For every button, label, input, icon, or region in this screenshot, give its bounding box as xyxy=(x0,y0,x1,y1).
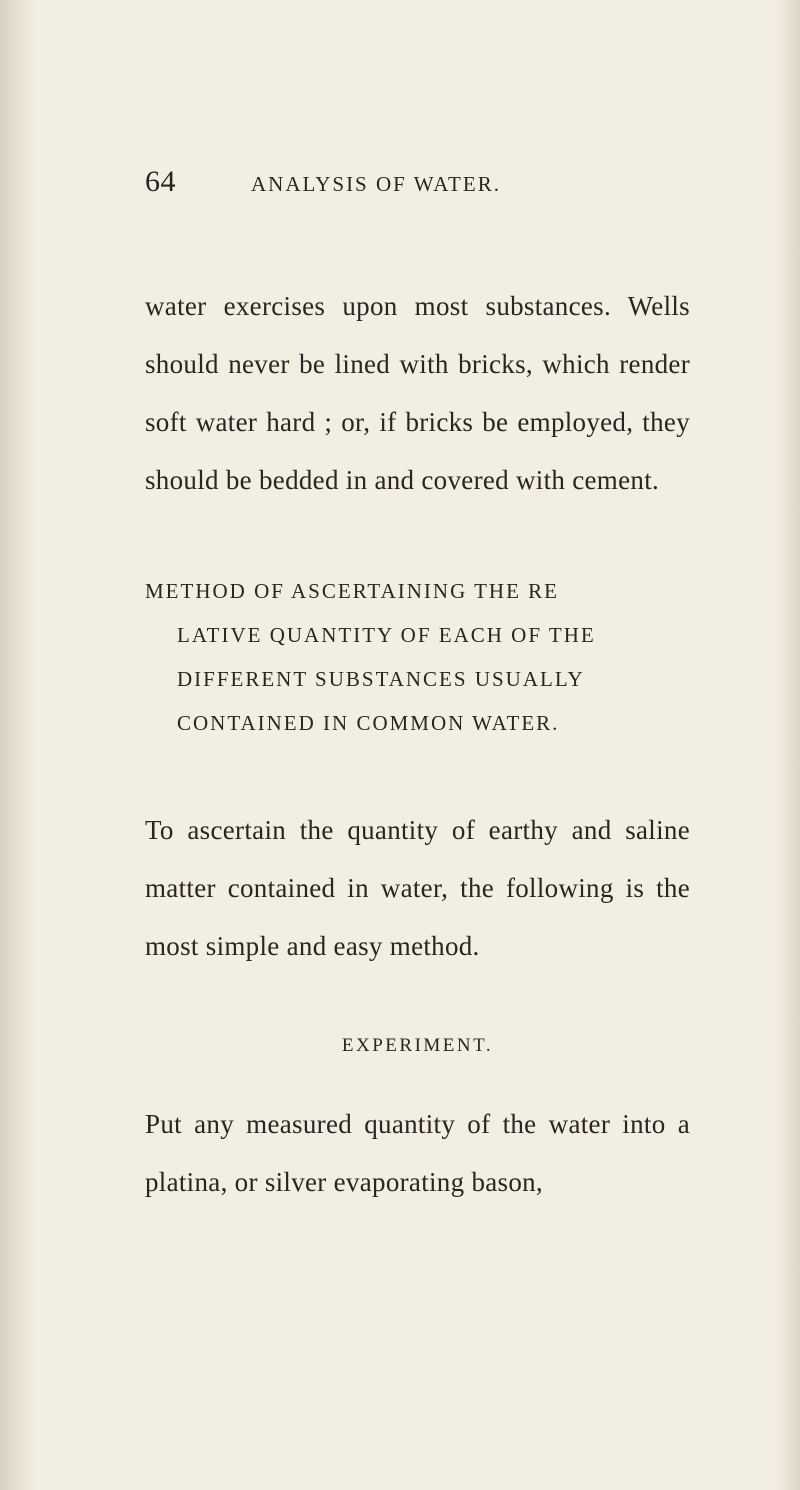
scanned-page: 64 ANALYSIS OF WATER. water exercises up… xyxy=(0,0,800,1490)
running-head: ANALYSIS OF WATER. xyxy=(251,172,501,197)
paragraph-3: Put any measured quantity of the water i… xyxy=(145,1095,690,1211)
page-number: 64 xyxy=(145,165,176,199)
heading-line-4: CONTAINED IN COMMON WATER. xyxy=(145,701,690,745)
heading-line-1: METHOD OF ASCERTAINING THE RE­ xyxy=(145,569,690,613)
heading-line-3: DIFFERENT SUBSTANCES USUALLY xyxy=(145,657,690,701)
paragraph-1: water exercises upon most substances. We… xyxy=(145,277,690,509)
experiment-label: EXPERIMENT. xyxy=(145,1035,690,1057)
paragraph-2: To ascertain the quantity of earthy and … xyxy=(145,801,690,975)
section-heading: METHOD OF ASCERTAINING THE RE­ LATIVE QU… xyxy=(145,569,690,745)
heading-line-2: LATIVE QUANTITY OF EACH OF THE xyxy=(145,613,690,657)
page-header: 64 ANALYSIS OF WATER. xyxy=(145,165,690,199)
